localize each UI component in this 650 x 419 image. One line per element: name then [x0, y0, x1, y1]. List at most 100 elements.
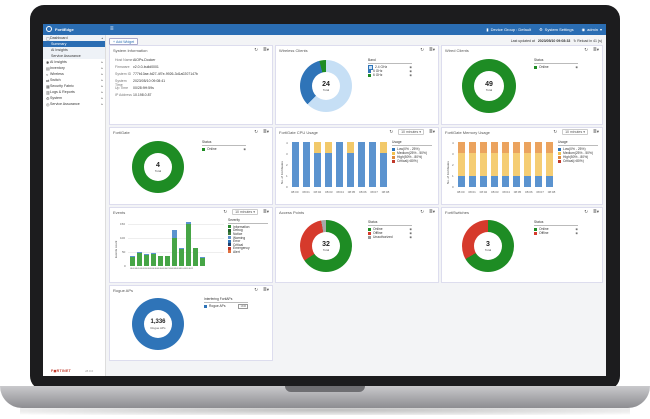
wireless-donut-chart[interactable]: 24 Total	[300, 60, 352, 112]
eye-icon[interactable]: ◉	[409, 235, 412, 239]
cpu-bar-chart[interactable]	[292, 142, 387, 187]
legend-item[interactable]: Online ◉	[534, 227, 578, 231]
sidebar-item-service-assurance-sub[interactable]: Service Assurance	[43, 53, 105, 59]
menu-toggle-icon[interactable]: ≡	[110, 26, 114, 32]
legend-item[interactable]: Online ◉	[202, 147, 246, 151]
events-bar-chart[interactable]	[130, 216, 205, 266]
system-settings-button[interactable]: ⚙ System Settings	[539, 27, 574, 32]
sidebar-item-dashboard[interactable]: ▢ Dashboard ▴	[43, 35, 105, 41]
widget-menu-icon[interactable]: ≣▾	[262, 287, 269, 292]
legend-item[interactable]: 6 GHz ◉	[368, 73, 412, 77]
legend-item[interactable]: Medium(25% - 50%)	[392, 151, 432, 155]
legend-item[interactable]: 2.4 GHz ◉	[368, 64, 412, 70]
refresh-icon[interactable]: ↻	[254, 47, 258, 52]
widget-menu-icon[interactable]: ≣▾	[592, 129, 599, 134]
eye-icon[interactable]: ◉	[409, 227, 412, 231]
gear-icon: ⚙	[46, 95, 50, 101]
legend-item[interactable]: Emergency	[228, 246, 268, 250]
eye-icon[interactable]: ◉	[575, 65, 578, 69]
widget-menu-icon[interactable]: ≣▾	[428, 47, 435, 52]
refresh-icon[interactable]: ↻	[254, 287, 258, 292]
legend-item[interactable]: Error	[228, 239, 268, 243]
refresh-icon[interactable]: ↻	[223, 209, 228, 214]
widget-menu-icon[interactable]: ≣▾	[592, 209, 599, 214]
refresh-icon[interactable]: ↻	[254, 129, 258, 134]
bulb-icon: ✱	[46, 59, 50, 65]
access-points-donut-chart[interactable]: 32 Total	[300, 220, 352, 272]
sidebar-item-switch[interactable]: ⇄ Switch ▸	[46, 77, 103, 83]
chevron-right-icon: ▸	[101, 96, 103, 100]
widget-menu-icon[interactable]: ≣▾	[262, 47, 269, 52]
legend-item[interactable]: Medium(25% - 50%)	[558, 151, 598, 155]
time-range-select[interactable]: 10 minutes ▾	[398, 129, 424, 135]
eye-icon[interactable]: ◉	[409, 69, 412, 73]
eye-icon[interactable]: ◉	[409, 231, 412, 235]
widget-menu-icon[interactable]: ≣▾	[592, 47, 599, 52]
legend-item[interactable]: High(50% - 80%)	[558, 155, 598, 159]
add-widget-button[interactable]: + Add Widget	[109, 38, 139, 45]
widget-menu-icon[interactable]: ≣▾	[262, 129, 269, 134]
legend-item[interactable]: Information	[228, 225, 268, 229]
eye-icon[interactable]: ◉	[409, 65, 412, 69]
legend-item[interactable]: Warning	[228, 236, 268, 240]
legend-item[interactable]: Offline ◉	[534, 231, 578, 235]
legend-item[interactable]: Online ◉	[534, 65, 578, 69]
legend-item[interactable]: 5 GHz ◉	[368, 69, 412, 73]
legend-item[interactable]: Offline ◉	[368, 231, 412, 235]
chevron-down-icon: ▾	[599, 27, 602, 32]
eye-icon[interactable]: ◉	[243, 147, 246, 151]
user-menu[interactable]: ◉ admin ▾	[581, 27, 602, 32]
sidebar-item-summary[interactable]: Summary	[43, 41, 105, 47]
device-group-selector[interactable]: ▮ Device Group : Default	[486, 27, 532, 32]
widget-menu-icon[interactable]: ≣▾	[428, 209, 435, 214]
fortinet-logo: F◼RTINET	[51, 369, 72, 373]
refresh-icon[interactable]: ↻	[584, 47, 588, 52]
refresh-icon[interactable]: ↻	[553, 129, 558, 134]
sidebar-item-ai-insights[interactable]: ✱ AI Insights ▸	[46, 59, 103, 65]
sidebar-item-inventory[interactable]: ▤ Inventory ▸	[46, 65, 103, 71]
legend-item[interactable]: Online ◉	[368, 227, 412, 231]
legend-item[interactable]: Alert	[228, 250, 268, 254]
legend-item[interactable]: Notice	[228, 232, 268, 236]
dashboard-main: + Add Widget Last updated at 2023/05/10 …	[107, 35, 606, 376]
sidebar-item-security-fabric[interactable]: ▦ Security Fabric ▸	[46, 83, 103, 89]
eye-icon[interactable]: ◉	[575, 231, 578, 235]
eye-icon[interactable]: ◉	[409, 73, 412, 77]
reload-button[interactable]: ↻ Reload in 41 (s)	[573, 39, 602, 43]
last-updated: Last updated at 2023/05/10 09:08:33 ↻ Re…	[510, 39, 602, 43]
legend-item[interactable]: Rogue APs 1336	[204, 303, 248, 309]
refresh-icon[interactable]: ↻	[420, 47, 424, 52]
eye-icon[interactable]: ◉	[575, 227, 578, 231]
refresh-icon[interactable]: ↻	[584, 209, 588, 214]
widget-menu-icon[interactable]: ≣▾	[428, 129, 435, 134]
brand[interactable]: FortiEdge	[46, 26, 74, 32]
legend-item[interactable]: High(50% - 80%)	[392, 155, 432, 159]
legend-item[interactable]: Critical(>80%)	[558, 159, 598, 163]
fortigate-donut-chart[interactable]: 4 Total	[132, 141, 184, 193]
sidebar-item-logs-reports[interactable]: ▥ Logs & Reports ▸	[46, 89, 103, 95]
legend-item[interactable]: Unauthorized ◉	[368, 235, 412, 239]
time-range-select[interactable]: 10 minutes ▾	[232, 209, 258, 215]
rogue-aps-donut-chart[interactable]: 1,336 Rogue APs	[132, 298, 184, 350]
sidebar-item-system[interactable]: ⚙ System ▸	[46, 95, 103, 101]
legend-item[interactable]: Critical(>80%)	[392, 159, 432, 163]
widget-wired-clients: Wired Clients ↻ ≣▾ 49 Total Status Online…	[441, 45, 603, 125]
legend-item[interactable]: Critical	[228, 243, 268, 247]
sidebar: ▢ Dashboard ▴ Summary AI Insights Servic…	[43, 35, 106, 376]
sidebar-item-service-assurance[interactable]: ◎ Service Assurance ▸	[46, 101, 103, 107]
sidebar-item-wireless[interactable]: ≈ Wireless ▸	[46, 71, 103, 77]
fortiswitches-donut-chart[interactable]: 3 Total	[462, 220, 514, 272]
legend-item[interactable]: Debug	[228, 228, 268, 232]
widget-fortigate: FortiGate ↻ ≣▾ 4 Total Status Online ◉	[109, 127, 273, 205]
legend-item[interactable]: Low(0% - 25%)	[392, 147, 432, 151]
wired-donut-chart[interactable]: 49 Total	[462, 59, 516, 113]
memory-bar-chart[interactable]	[458, 142, 553, 187]
refresh-icon[interactable]: ↻	[420, 209, 424, 214]
app-title: FortiEdge	[55, 26, 74, 32]
refresh-icon[interactable]: ↻	[389, 129, 394, 134]
legend-item[interactable]: Low(0% - 25%)	[558, 147, 598, 151]
widget-menu-icon[interactable]: ≣▾	[262, 209, 269, 214]
sidebar-item-ai-insights-sub[interactable]: AI Insights	[43, 47, 105, 53]
refresh-icon: ↻	[573, 39, 577, 43]
time-range-select[interactable]: 10 minutes ▾	[562, 129, 588, 135]
